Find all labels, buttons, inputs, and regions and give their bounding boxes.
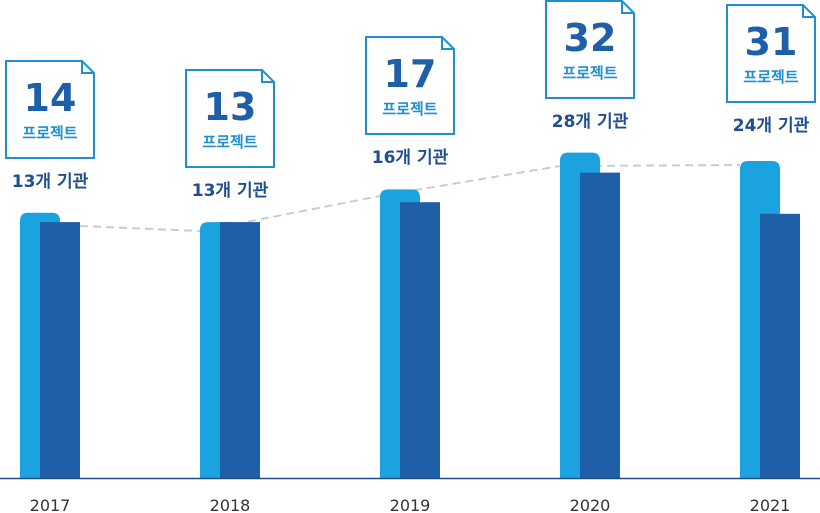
institution-count-label: 24개 기관: [733, 116, 810, 136]
bar-institutions: [220, 222, 260, 478]
x-tick-label: 2020: [570, 496, 611, 513]
institution-count-label: 28개 기관: [552, 112, 629, 132]
project-callout: 14 프로젝트: [5, 60, 95, 159]
document-icon: [185, 69, 275, 168]
project-count-label: 17: [384, 52, 437, 96]
document-fold: [261, 70, 274, 83]
project-unit-label: 프로젝트: [743, 68, 798, 86]
trend-line: [79, 164, 741, 233]
project-count-label: 14: [24, 76, 77, 120]
document-fold: [802, 5, 815, 18]
x-tick-label: 2018: [210, 496, 251, 513]
project-unit-label: 프로젝트: [202, 133, 257, 151]
bar-institutions: [40, 222, 80, 478]
document-fold: [621, 1, 634, 14]
institution-count-label: 13개 기관: [192, 181, 269, 201]
institution-count-label: 16개 기관: [372, 148, 449, 168]
bar-institutions: [400, 202, 440, 478]
document-fold: [441, 37, 454, 50]
bar-institutions: [760, 213, 800, 479]
project-callout: 17 프로젝트: [365, 36, 455, 135]
project-unit-label: 프로젝트: [562, 64, 617, 82]
bar-institutions: [580, 172, 620, 478]
project-callout: 31 프로젝트: [726, 4, 816, 103]
x-tick-label: 2017: [30, 496, 71, 513]
project-unit-label: 프로젝트: [382, 100, 437, 118]
project-count-label: 31: [745, 20, 798, 64]
document-icon: [726, 4, 816, 103]
project-count-label: 32: [564, 16, 617, 60]
x-tick-label: 2021: [750, 496, 791, 513]
document-icon: [545, 0, 635, 99]
document-icon: [365, 36, 455, 135]
project-callout: 32 프로젝트: [545, 0, 635, 99]
project-unit-label: 프로젝트: [22, 124, 77, 142]
x-tick-label: 2019: [390, 496, 431, 513]
document-fold: [81, 61, 94, 74]
institution-count-label: 13개 기관: [12, 172, 89, 192]
document-icon: [5, 60, 95, 159]
project-count-label: 13: [204, 85, 257, 129]
project-callout: 13 프로젝트: [185, 69, 275, 168]
